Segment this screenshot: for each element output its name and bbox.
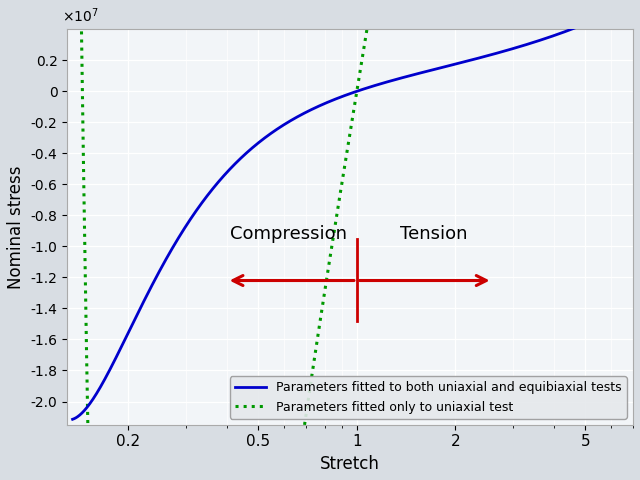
Parameters fitted to both uniaxial and equibiaxial tests <box>314 104 321 109</box>
Y-axis label: Nominal stress: Nominal stress <box>7 165 25 289</box>
Parameters fitted to both uniaxial and equibiaxial tests <box>625 1 633 7</box>
Legend: Parameters fitted to both uniaxial and equibiaxial tests, Parameters fitted only: Parameters fitted to both uniaxial and e… <box>230 376 627 419</box>
X-axis label: Stretch: Stretch <box>320 455 380 473</box>
Parameters fitted only to uniaxial test <box>294 467 302 472</box>
Parameters fitted to both uniaxial and equibiaxial tests <box>125 327 133 333</box>
Text: Compression: Compression <box>230 225 348 243</box>
Parameters fitted only to uniaxial test <box>314 331 322 336</box>
Parameters fitted to both uniaxial and equibiaxial tests <box>451 61 458 67</box>
Parameters fitted to both uniaxial and equibiaxial tests <box>513 45 520 50</box>
Parameters fitted to both uniaxial and equibiaxial tests <box>294 114 301 120</box>
Line: Parameters fitted to both uniaxial and equibiaxial tests: Parameters fitted to both uniaxial and e… <box>72 4 629 420</box>
Line: Parameters fitted only to uniaxial test: Parameters fitted only to uniaxial test <box>72 0 629 480</box>
Parameters fitted to both uniaxial and equibiaxial tests <box>502 48 510 53</box>
Parameters fitted to both uniaxial and equibiaxial tests <box>68 417 76 422</box>
Text: Tension: Tension <box>400 225 468 243</box>
Text: $\times 10^7$: $\times 10^7$ <box>61 7 99 25</box>
